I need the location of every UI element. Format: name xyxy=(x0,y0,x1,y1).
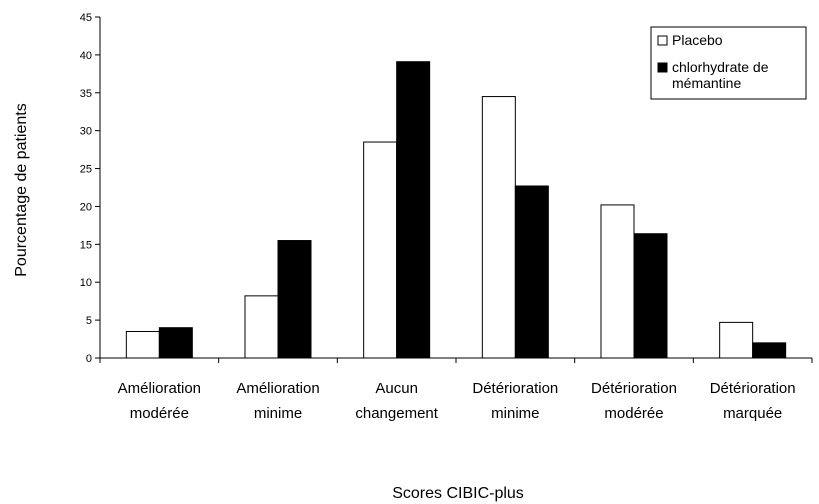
x-category-label: Détérioration marquée xyxy=(710,380,796,422)
bar-placebo xyxy=(481,96,516,359)
bars xyxy=(125,61,787,359)
bar-memantine xyxy=(752,342,787,359)
bar-placebo xyxy=(363,141,398,359)
x-category-label: Amélioration modérée xyxy=(118,380,201,422)
y-tick-label: 0 xyxy=(86,353,92,365)
x-axis-category-labels: Amélioration modérée Amélioration minime Auc… xyxy=(118,380,796,422)
y-tick-label: 10 xyxy=(80,277,92,289)
x-category-label: Aucun changement xyxy=(355,380,438,422)
bar-memantine xyxy=(514,185,549,359)
y-tick-label: 45 xyxy=(80,12,92,24)
y-tick-label: 35 xyxy=(80,88,92,100)
x-category-label: Détérioration modérée xyxy=(591,380,677,422)
bar-placebo xyxy=(719,321,754,359)
y-tick-label: 20 xyxy=(80,201,92,213)
legend-swatch-placebo xyxy=(657,35,668,46)
y-tick-label: 25 xyxy=(80,164,92,176)
bar-memantine xyxy=(277,240,312,359)
bar-memantine xyxy=(396,61,431,359)
y-tick-label: 15 xyxy=(80,239,92,251)
y-axis-label: Pourcentage de patients xyxy=(13,103,30,276)
bar-memantine xyxy=(633,233,668,359)
bar-placebo xyxy=(600,204,635,359)
x-axis-label: Scores CIBIC-plus xyxy=(392,485,524,502)
axes xyxy=(99,17,813,363)
y-tick-label: 40 xyxy=(80,50,92,62)
y-tick-label: 30 xyxy=(80,126,92,138)
bar-memantine xyxy=(158,327,193,359)
bar-placebo xyxy=(244,295,279,359)
y-tick-label: 5 xyxy=(86,315,92,327)
legend-label-placebo: Placebo xyxy=(672,32,723,48)
x-category-label: Détérioration minime xyxy=(472,380,558,422)
legend-swatch-memantine xyxy=(657,62,668,73)
y-axis-ticks: 0 5 10 15 20 25 30 35 40 45 xyxy=(80,12,100,365)
bar-placebo xyxy=(125,330,160,359)
legend: Placebo chlorhydrate de mémantine xyxy=(650,26,807,100)
legend-box xyxy=(650,26,807,100)
legend-label-memantine: chlorhydrate de mémantine xyxy=(672,59,769,91)
x-category-label: Amélioration minime xyxy=(236,380,319,422)
